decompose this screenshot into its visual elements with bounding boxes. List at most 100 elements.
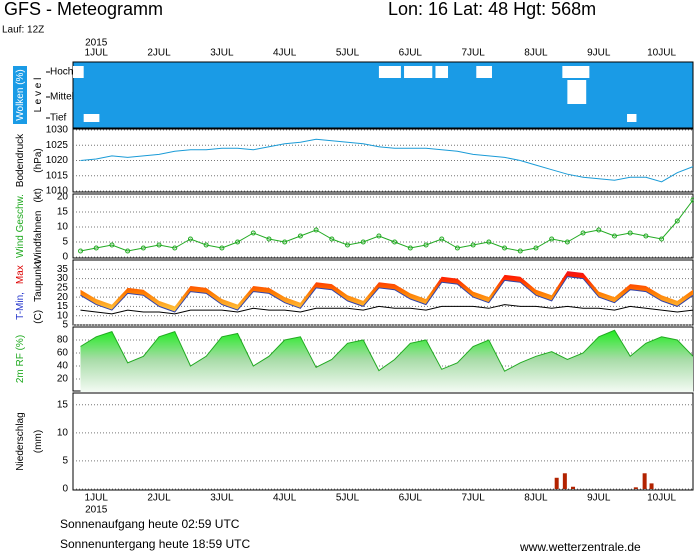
series-marker <box>454 245 460 251</box>
y-tick-label: 20 <box>57 374 69 385</box>
axis-label-bg <box>13 66 27 124</box>
precip-bar <box>642 473 647 489</box>
cloud-patch <box>73 66 84 78</box>
series-marker <box>250 230 256 236</box>
series-marker <box>423 242 429 248</box>
series-marker <box>470 242 476 248</box>
x-tick-label-top: 1JUL <box>85 48 109 59</box>
y-tick-label: 20 <box>57 292 69 303</box>
series-marker <box>297 233 303 239</box>
axis-label-part: 2m RF (%) <box>15 335 26 383</box>
y-tick-label: 15 <box>57 399 69 410</box>
y-tick-label: 1030 <box>46 125 69 136</box>
axis-label-part: (mm) <box>33 430 44 453</box>
y-tick-label: 0 <box>62 484 68 495</box>
x-tick-label-top: 10JUL <box>647 48 676 59</box>
x-tick-label-top: 3JUL <box>210 48 234 59</box>
y-tick-label: 25 <box>57 282 69 293</box>
sunset: Sonnenuntergang heute 18:59 UTC <box>60 537 250 551</box>
location: Lon: 16 Lat: 48 Hgt: 568m <box>388 0 596 19</box>
run: Lauf: 12Z <box>2 25 44 36</box>
series-marker <box>93 245 99 251</box>
axis-label: (mm) <box>33 430 44 453</box>
year-top: 2015 <box>85 38 108 49</box>
series-marker <box>140 245 146 251</box>
precip-bar <box>649 483 654 489</box>
series-marker <box>486 239 492 245</box>
axis-label-part: Taupunkt <box>33 261 44 302</box>
y-tick-label: 1020 <box>46 155 69 166</box>
precip-bar <box>633 487 638 489</box>
series-marker <box>156 242 162 248</box>
y-tick-label: 0 <box>62 252 68 263</box>
x-tick-label-top: 8JUL <box>524 48 548 59</box>
y-tick-label: 1015 <box>46 170 69 181</box>
series-marker <box>78 248 84 254</box>
series-marker <box>659 236 665 242</box>
y-tick-label: 15 <box>57 301 69 312</box>
x-tick-label-bottom: 3JUL <box>210 493 234 504</box>
series-marker <box>282 239 288 245</box>
x-tick-label-top: 5JUL <box>336 48 360 59</box>
axis-label-part: Bodendruck <box>15 133 26 187</box>
axis-label: (C) Taupunkt <box>33 261 44 324</box>
x-tick-label-bottom: 5JUL <box>336 493 360 504</box>
axis-label-part: (hPa) <box>33 148 44 172</box>
axis-label-part: Niederschlag <box>15 412 26 470</box>
series-marker <box>549 236 555 242</box>
panel-frame <box>72 392 694 491</box>
axis-label: 2m RF (%) <box>15 335 26 383</box>
cloud-level-label: Hoch <box>50 67 73 78</box>
cloud-patch <box>562 66 590 78</box>
y-tick-label: 30 <box>57 273 69 284</box>
x-tick-label-bottom: 2JUL <box>147 493 171 504</box>
series-marker <box>533 245 539 251</box>
cloud-patch <box>83 114 100 122</box>
series-marker <box>580 230 586 236</box>
humidity-line <box>80 329 694 372</box>
x-tick-label-top: 9JUL <box>587 48 611 59</box>
x-tick-label-top: 4JUL <box>273 48 297 59</box>
temperature-band <box>80 271 693 312</box>
series-marker <box>266 236 272 242</box>
series-marker <box>219 245 225 251</box>
series-marker <box>392 239 398 245</box>
y-tick-label: 15 <box>57 207 69 218</box>
axis-label-part: (C) <box>33 310 44 324</box>
series-marker <box>627 230 633 236</box>
y-tick-label: 10 <box>57 310 69 321</box>
series-marker <box>407 245 413 251</box>
series-marker <box>313 227 319 233</box>
axis-label-part: Max <box>15 265 26 284</box>
axis-label-part: T-Min, <box>15 292 26 320</box>
axis-label-part: Wolken (%) <box>15 69 26 121</box>
series-marker <box>360 239 366 245</box>
x-tick-label-bottom: 6JUL <box>399 493 423 504</box>
dewpoint-line <box>80 304 694 315</box>
humidity-area <box>80 330 693 392</box>
precip-bar <box>554 477 559 489</box>
x-tick-label-top: 7JUL <box>461 48 485 59</box>
axis-label-part: (kt) <box>33 188 44 202</box>
x-tick-label-bottom: 4JUL <box>273 493 297 504</box>
cloud-patch <box>404 66 433 78</box>
cloud-patch <box>378 66 401 78</box>
x-tick-label-top: 2JUL <box>147 48 171 59</box>
y-tick-label: 1010 <box>46 186 69 197</box>
precip-bar <box>571 486 576 489</box>
axis-label: L e v e l <box>33 78 44 113</box>
series-line <box>80 199 694 252</box>
axis-label-part: L e v e l <box>33 78 44 113</box>
series-marker <box>187 236 193 242</box>
series-marker <box>125 248 131 254</box>
title: GFS - Meteogramm <box>4 0 163 19</box>
panel-frame <box>72 193 694 259</box>
cloud-patch <box>435 66 449 78</box>
series-marker <box>376 233 382 239</box>
y-tick-label: 80 <box>57 335 69 346</box>
x-tick-label-top: 6JUL <box>399 48 423 59</box>
y-tick-label: 5 <box>62 237 68 248</box>
axis-label-part: Windfahnen <box>33 211 44 264</box>
y-tick-label: 1025 <box>46 140 69 151</box>
y-tick-label: 5 <box>62 456 68 467</box>
